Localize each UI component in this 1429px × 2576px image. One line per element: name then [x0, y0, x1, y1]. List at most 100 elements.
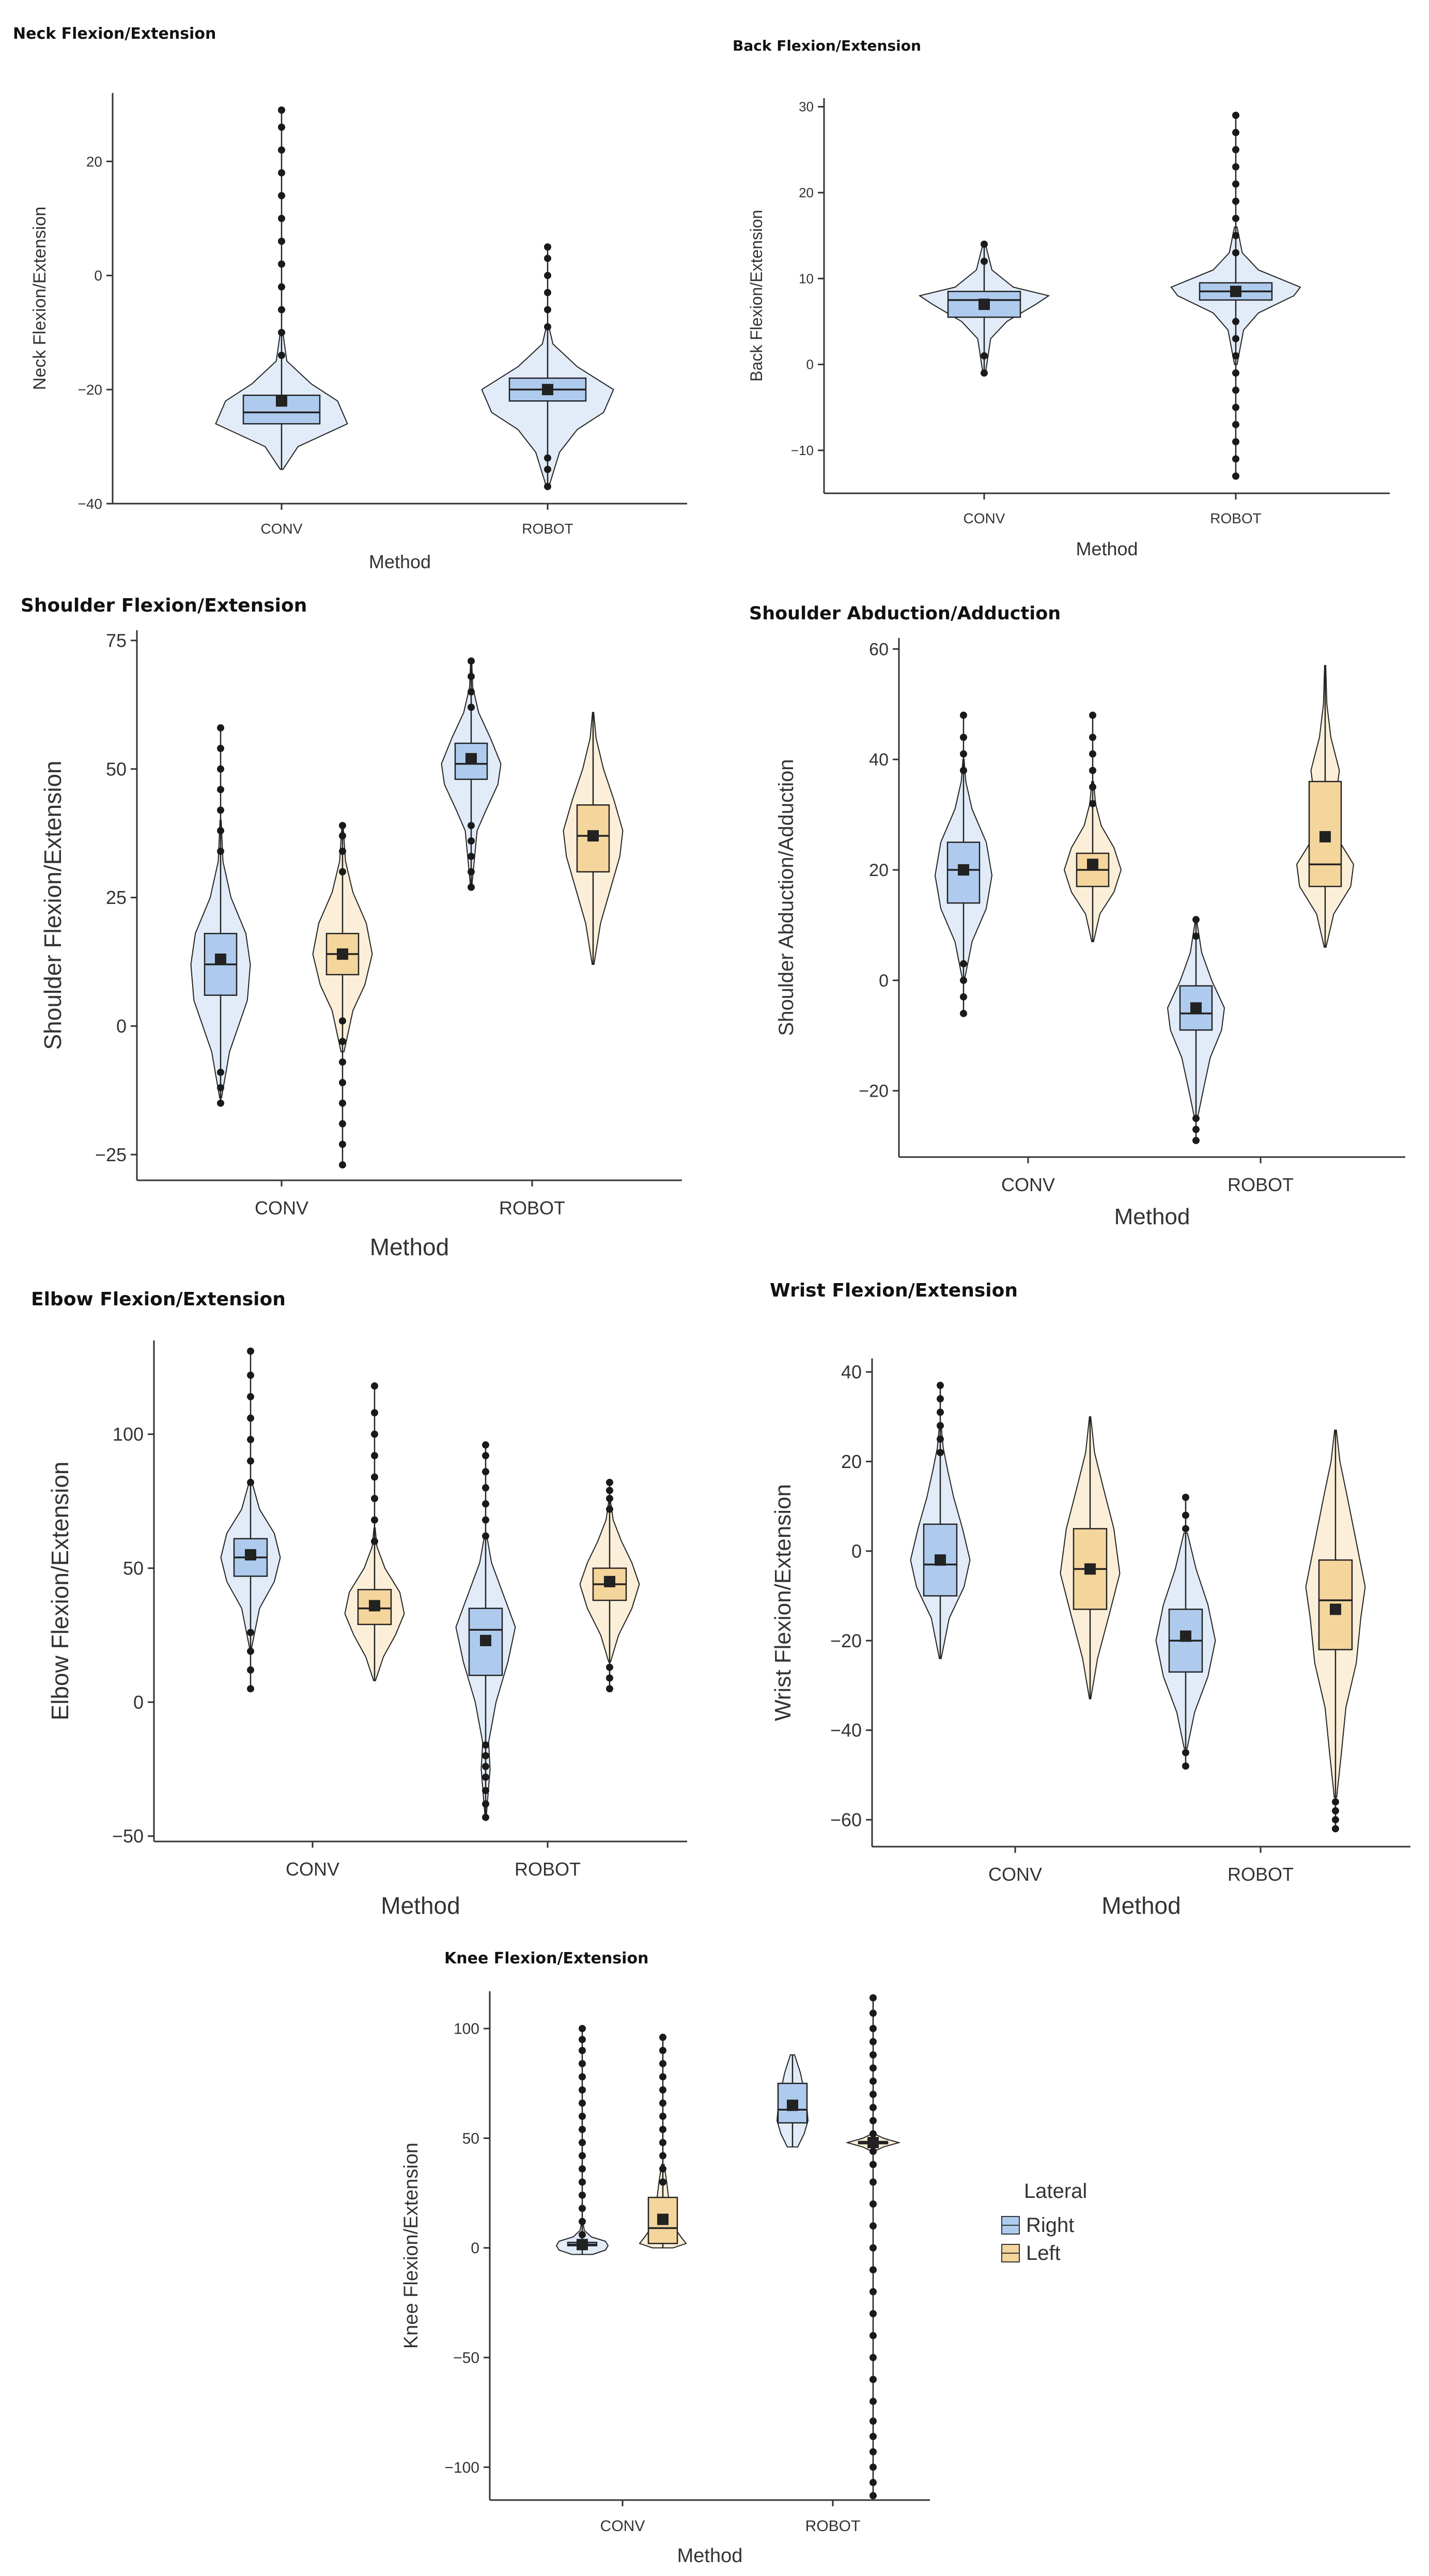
- y-tick-label: −20: [830, 1630, 862, 1651]
- outlier-point: [960, 976, 967, 984]
- outlier-point: [659, 2138, 666, 2146]
- outlier-point: [606, 1495, 613, 1503]
- outlier-point: [960, 750, 967, 758]
- mean-marker: [978, 299, 990, 310]
- legend-label-left: Left: [1026, 2242, 1061, 2265]
- outlier-point: [1232, 214, 1239, 222]
- outlier-point: [937, 1395, 944, 1403]
- series-conv-right: [910, 1382, 971, 1659]
- y-tick-label: 100: [113, 1424, 144, 1445]
- outlier-point: [482, 1441, 489, 1449]
- outlier-point: [937, 1409, 944, 1416]
- outlier-point: [869, 2244, 877, 2252]
- outlier-point: [1232, 386, 1239, 394]
- outlier-point: [659, 2047, 666, 2054]
- outlier-point: [869, 2064, 877, 2072]
- series-conv-right: [215, 106, 348, 470]
- outlier-point: [468, 837, 475, 845]
- series-robot-left: [563, 712, 624, 965]
- mean-marker: [1084, 1563, 1096, 1575]
- outlier-point: [659, 2060, 666, 2068]
- legend-item-left: Left: [1001, 2239, 1125, 2265]
- outlier-point: [468, 688, 475, 696]
- outlier-point: [544, 255, 551, 262]
- outlier-point: [482, 1532, 489, 1540]
- mean-marker: [958, 864, 969, 876]
- outlier-point: [1192, 1115, 1200, 1122]
- outlier-point: [278, 283, 285, 291]
- outlier-point: [278, 192, 285, 199]
- outlier-point: [544, 243, 551, 251]
- mean-marker: [276, 395, 287, 407]
- outlier-point: [1232, 163, 1239, 171]
- y-tick-label: 20: [841, 1451, 862, 1472]
- series-conv-right: [918, 240, 1050, 377]
- outlier-point: [278, 106, 285, 114]
- outlier-point: [217, 786, 224, 793]
- legend-swatch-line: [1001, 2225, 1020, 2226]
- outlier-point: [869, 1994, 877, 2002]
- outlier-point: [468, 852, 475, 860]
- mean-marker: [604, 1575, 615, 1587]
- mean-marker: [935, 1554, 946, 1566]
- outlier-point: [339, 1161, 346, 1169]
- outlier-point: [869, 2492, 877, 2500]
- outlier-point: [1232, 129, 1239, 136]
- y-tick-label: 20: [86, 153, 102, 169]
- mean-marker: [1190, 1002, 1202, 1014]
- outlier-point: [339, 1038, 346, 1045]
- outlier-point: [869, 2147, 877, 2155]
- legend-swatch-line: [1001, 2253, 1020, 2254]
- outlier-point: [869, 2025, 877, 2033]
- y-tick-label: 0: [471, 2240, 479, 2257]
- outlier-point: [1332, 1807, 1339, 1815]
- outlier-point: [1232, 438, 1239, 446]
- series-robot-left: [579, 1478, 640, 1693]
- x-axis-label: Method: [369, 551, 431, 572]
- mean-marker: [867, 2136, 879, 2148]
- y-tick-label: 40: [869, 750, 889, 770]
- outlier-point: [482, 1741, 489, 1749]
- x-axis-label: Method: [677, 2545, 743, 2567]
- y-tick-label: 40: [841, 1362, 862, 1383]
- outlier-point: [869, 2310, 877, 2318]
- outlier-point: [1232, 455, 1239, 463]
- outlier-point: [869, 2479, 877, 2487]
- mean-marker: [1230, 286, 1241, 298]
- chart-title: Shoulder Flexion/Extension: [21, 595, 307, 616]
- outlier-point: [1232, 197, 1239, 205]
- outlier-point: [869, 2051, 877, 2059]
- outlier-point: [1232, 420, 1239, 428]
- mean-marker: [1319, 831, 1331, 842]
- outlier-point: [544, 482, 551, 490]
- x-tick-label: CONV: [255, 1197, 308, 1219]
- x-tick-label: ROBOT: [1210, 510, 1262, 526]
- outlier-point: [869, 2200, 877, 2208]
- outlier-point: [606, 1685, 613, 1693]
- outlier-point: [1232, 403, 1239, 411]
- chart-title: Neck Flexion/Extension: [13, 25, 216, 43]
- series-conv-right: [934, 711, 993, 1018]
- series-conv-left: [344, 1382, 405, 1681]
- outlier-point: [981, 352, 988, 360]
- outlier-point: [659, 2034, 666, 2041]
- outlier-point: [1232, 352, 1239, 360]
- outlier-point: [579, 2138, 586, 2146]
- outlier-point: [544, 272, 551, 279]
- outlier-point: [1182, 1748, 1189, 1756]
- y-tick-label: 0: [116, 1016, 127, 1037]
- outlier-point: [544, 465, 551, 473]
- outlier-point: [659, 2165, 666, 2173]
- mean-marker: [465, 753, 477, 764]
- x-tick-label: ROBOT: [1228, 1174, 1294, 1195]
- y-tick-label: 25: [106, 887, 127, 908]
- outlier-point: [482, 1800, 489, 1808]
- outlier-point: [606, 1487, 613, 1494]
- outlier-point: [1182, 1525, 1189, 1533]
- outlier-point: [579, 2025, 586, 2033]
- x-axis-label: Method: [381, 1892, 460, 1919]
- outlier-point: [371, 1516, 378, 1524]
- outlier-point: [217, 765, 224, 773]
- outlier-point: [217, 806, 224, 814]
- mean-marker: [480, 1634, 491, 1646]
